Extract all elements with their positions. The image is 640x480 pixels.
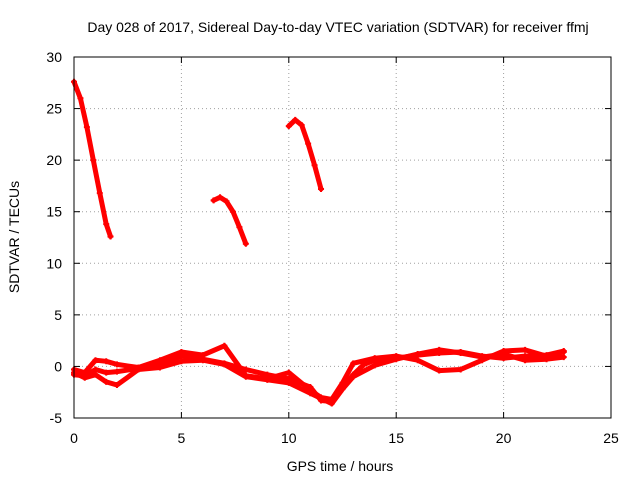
data-point (223, 198, 230, 205)
data-point (221, 342, 228, 349)
x-tick-label: 25 (603, 430, 619, 446)
data-point (292, 116, 299, 123)
data-point (236, 224, 243, 231)
series-layer (71, 78, 567, 407)
series-line-seg3 (286, 117, 324, 192)
data-point (210, 197, 217, 204)
x-tick-label: 15 (388, 430, 404, 446)
data-point (414, 357, 421, 364)
x-tick-label: 10 (281, 430, 297, 446)
data-point (103, 221, 110, 228)
data-point (217, 194, 224, 201)
data-point (543, 356, 550, 363)
grid-layer (74, 57, 611, 418)
y-tick-label: 15 (46, 204, 62, 220)
data-point (229, 208, 236, 215)
data-point (339, 379, 346, 386)
x-tick-label: 20 (496, 430, 512, 446)
data-point (457, 366, 464, 373)
data-point (135, 366, 142, 373)
data-point (305, 140, 312, 147)
data-point (264, 376, 271, 383)
data-point (92, 357, 99, 364)
plot-frame (73, 56, 612, 419)
chart-title: Day 028 of 2017, Sidereal Day-to-day VTE… (87, 19, 588, 35)
data-point (371, 362, 378, 369)
data-point (92, 371, 99, 378)
data-point (311, 162, 318, 169)
data-point (393, 356, 400, 363)
y-axis-label: SDTVAR / TECUs (6, 181, 22, 293)
x-tick-label: 5 (178, 430, 186, 446)
data-point (371, 355, 378, 362)
data-point (103, 358, 110, 365)
data-point (77, 95, 84, 102)
y-tick-label: -5 (50, 410, 63, 426)
data-point (113, 361, 120, 368)
y-tick-label: 5 (54, 307, 62, 323)
data-point (414, 351, 421, 358)
data-point (339, 386, 346, 393)
data-point (436, 367, 443, 374)
data-point (522, 346, 529, 353)
y-tick-label: 30 (46, 49, 62, 65)
data-point (285, 369, 292, 376)
y-tick-label: 10 (46, 255, 62, 271)
data-point (156, 357, 163, 364)
data-point (178, 348, 185, 355)
data-point (83, 124, 90, 131)
data-point (298, 122, 305, 129)
data-point (328, 400, 335, 407)
data-point (318, 395, 325, 402)
data-point (96, 190, 103, 197)
data-point (113, 368, 120, 375)
data-point (242, 373, 249, 380)
data-point (457, 350, 464, 357)
data-point (178, 358, 185, 365)
data-point (350, 360, 357, 367)
data-point (156, 364, 163, 371)
x-tick-label: 0 (70, 430, 78, 446)
data-point (318, 186, 325, 193)
y-tick-label: 25 (46, 101, 62, 117)
data-point (103, 378, 110, 385)
data-point (560, 354, 567, 361)
data-point (81, 369, 88, 376)
data-point (522, 357, 529, 364)
data-point (436, 346, 443, 353)
data-point (81, 374, 88, 381)
data-point (242, 240, 249, 247)
data-point (103, 369, 110, 376)
data-point (285, 379, 292, 386)
data-point (92, 366, 99, 373)
data-point (107, 233, 114, 240)
series-line-seg2 (211, 194, 249, 247)
data-point (350, 373, 357, 380)
data-point (221, 361, 228, 368)
data-point (199, 352, 206, 359)
data-point (500, 351, 507, 358)
series-line-trace3 (71, 347, 567, 407)
data-point (90, 157, 97, 164)
y-tick-label: 20 (46, 152, 62, 168)
data-point (560, 348, 567, 355)
data-point (285, 123, 292, 130)
data-point (479, 354, 486, 361)
data-point (199, 357, 206, 364)
y-tick-label: 0 (54, 358, 62, 374)
tick-layer: 0 5 10 15 20 25 -5 0 5 10 15 20 25 30 (46, 49, 619, 446)
data-point (307, 390, 314, 397)
data-point (113, 381, 120, 388)
x-axis-label: GPS time / hours (287, 458, 394, 474)
